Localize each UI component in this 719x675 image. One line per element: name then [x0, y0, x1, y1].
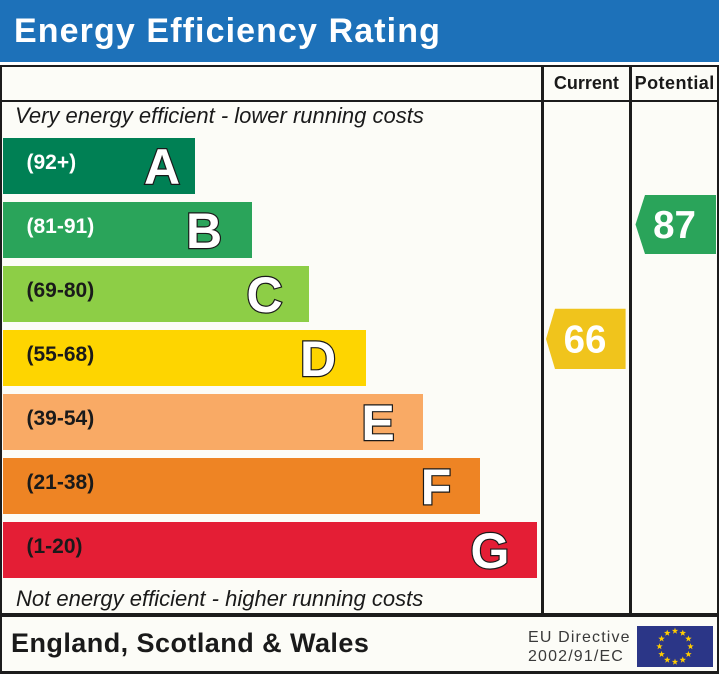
svg-text:F: F	[421, 459, 452, 515]
svg-text:66: 66	[564, 319, 607, 362]
svg-text:87: 87	[653, 204, 696, 247]
svg-text:A: A	[144, 139, 180, 195]
svg-text:C: C	[246, 267, 282, 323]
svg-text:B: B	[186, 203, 222, 259]
svg-text:G: G	[471, 523, 510, 579]
svg-text:D: D	[300, 331, 336, 387]
svg-text:E: E	[361, 395, 394, 451]
